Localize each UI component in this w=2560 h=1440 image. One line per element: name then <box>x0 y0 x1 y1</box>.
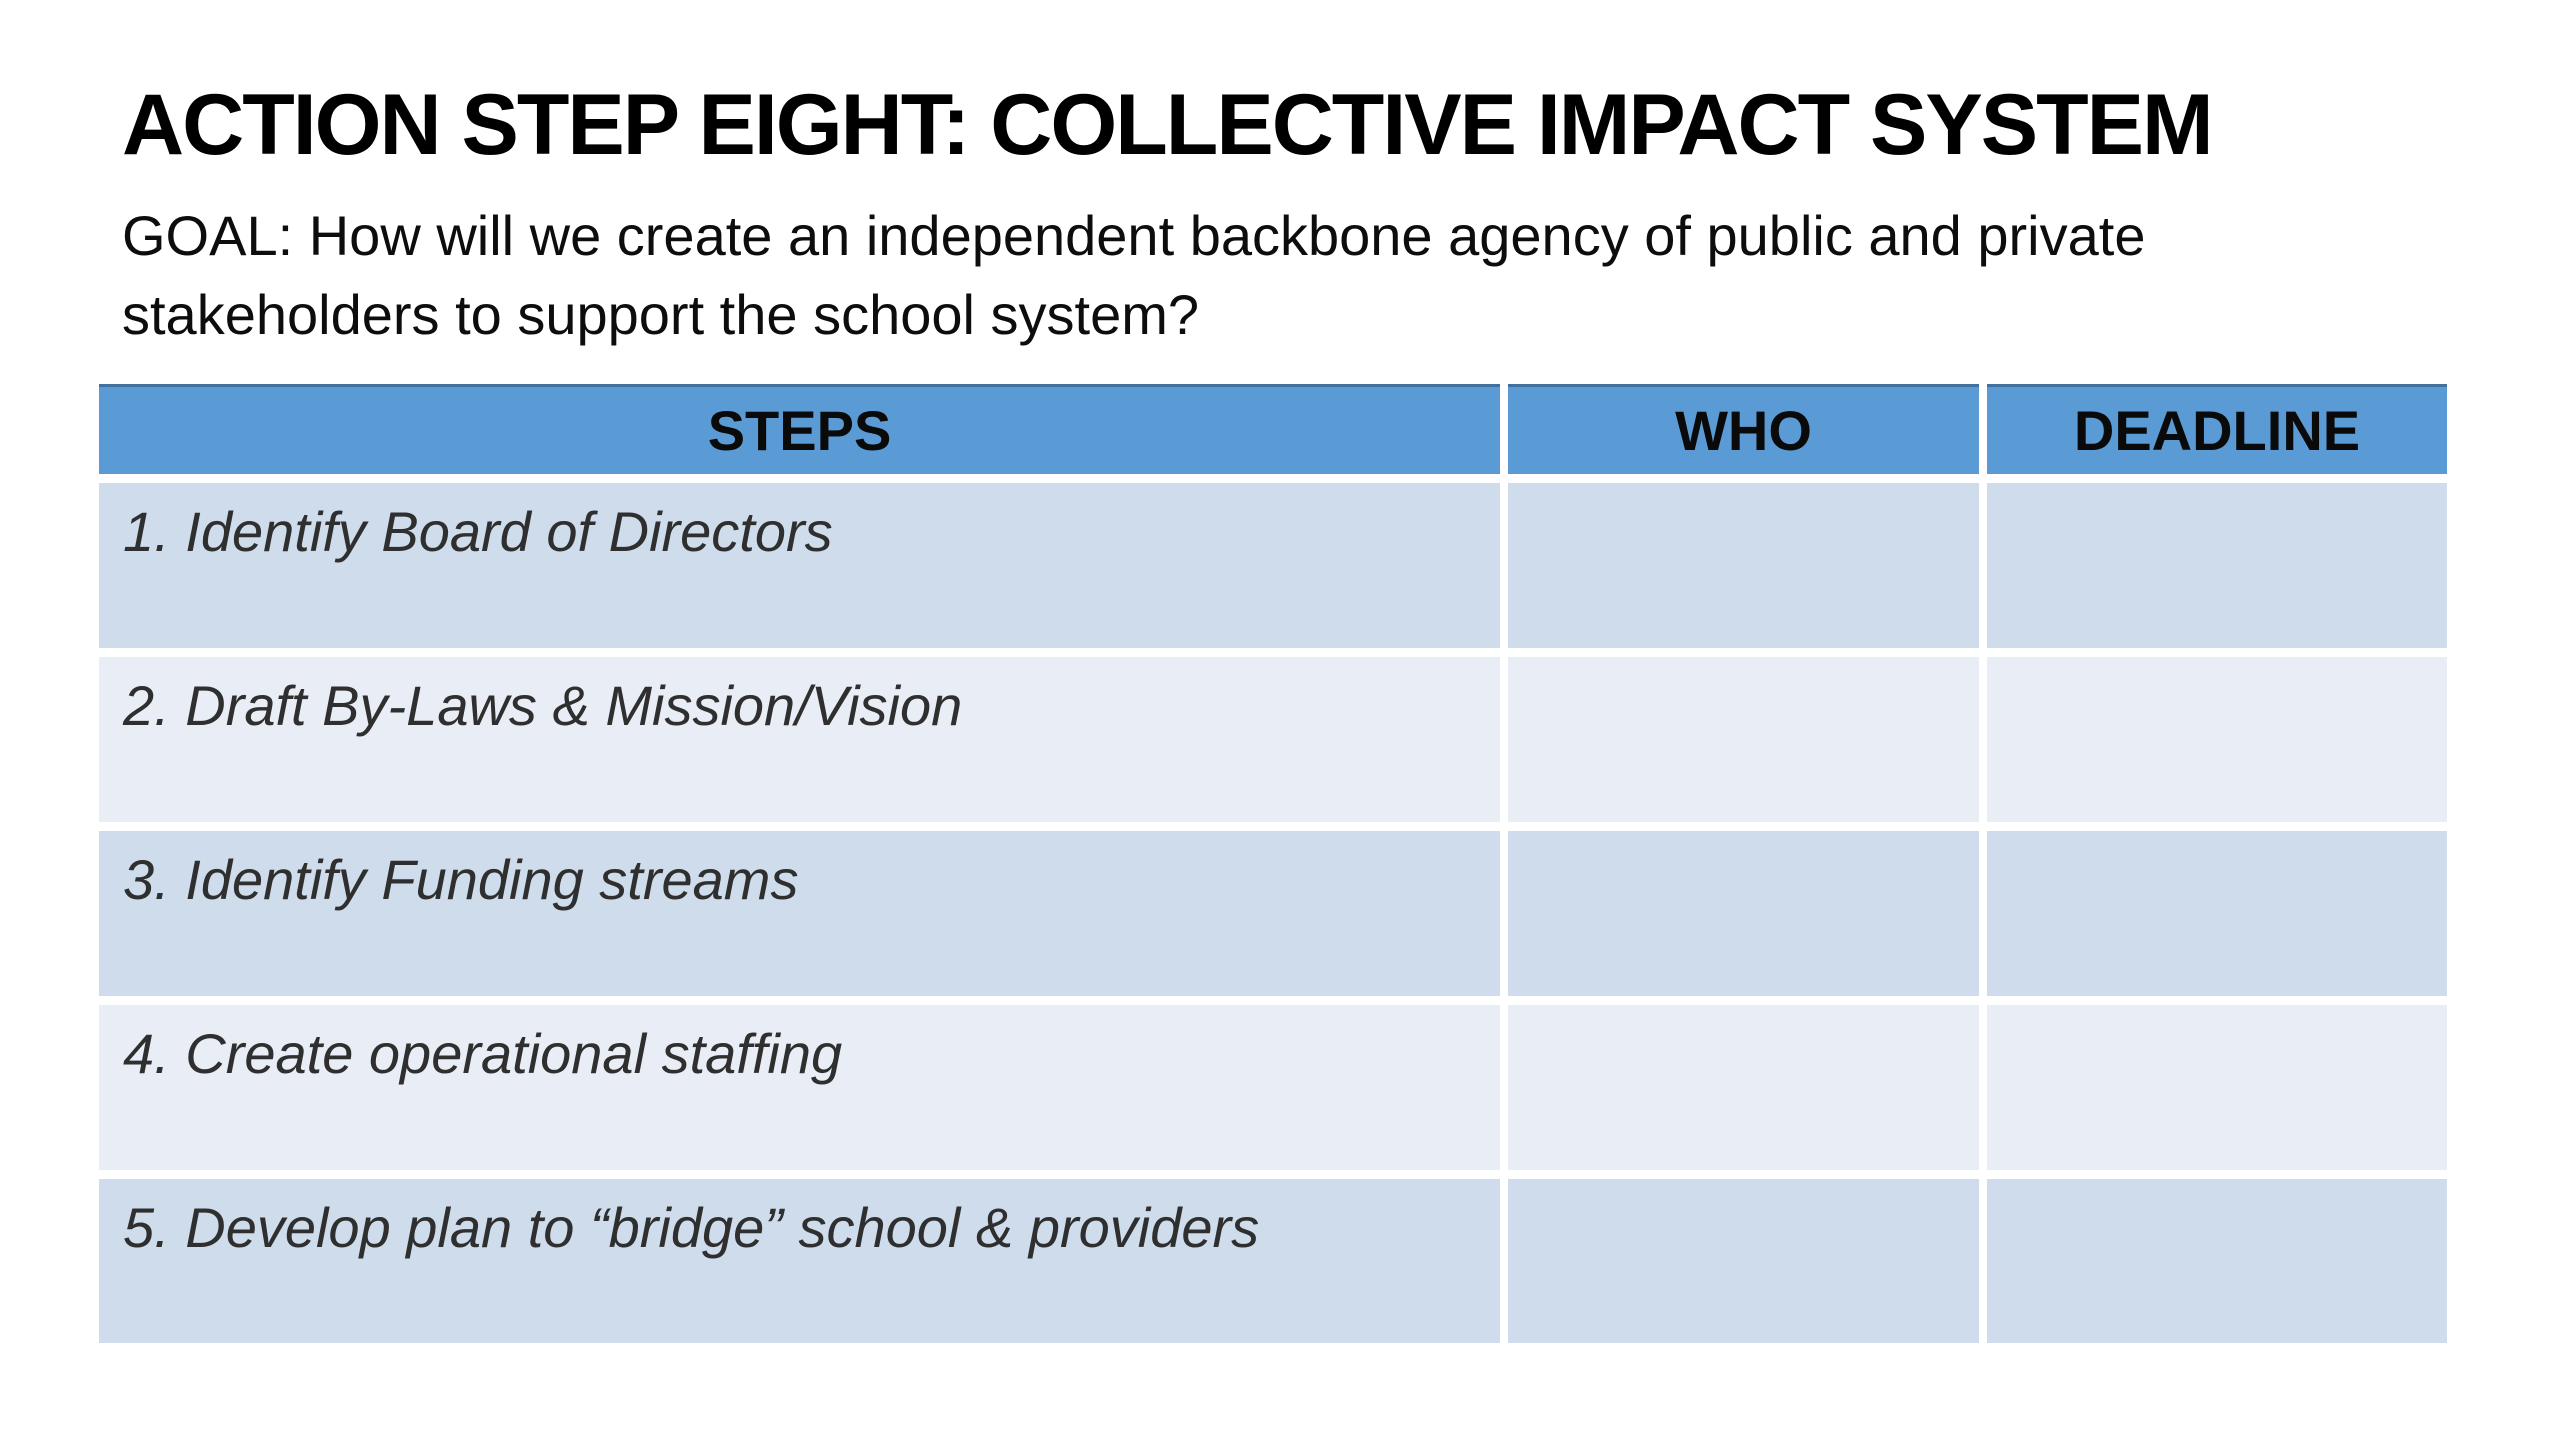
table-row-3-deadline <box>1987 831 2447 996</box>
column-header-deadline: DEADLINE <box>1987 384 2447 474</box>
slide-title: ACTION STEP EIGHT: COLLECTIVE IMPACT SYS… <box>122 77 2214 173</box>
column-header-who: WHO <box>1508 384 1979 474</box>
goal-statement: GOAL: How will we create an independent … <box>122 196 2145 354</box>
table-row-4-who <box>1508 1005 1979 1170</box>
table-row-5-who <box>1508 1179 1979 1343</box>
action-steps-table: STEPS WHO DEADLINE 1. Identify Board of … <box>99 384 2447 1343</box>
table-row-2-step: 2. Draft By-Laws & Mission/Vision <box>99 657 1500 822</box>
column-header-steps: STEPS <box>99 384 1500 474</box>
table-row-4-step: 4. Create operational staffing <box>99 1005 1500 1170</box>
table-row-4-deadline <box>1987 1005 2447 1170</box>
table-row-1-deadline <box>1987 483 2447 648</box>
table-row-5-deadline <box>1987 1179 2447 1343</box>
goal-line-1: GOAL: How will we create an independent … <box>122 204 2146 267</box>
table-row-1-who <box>1508 483 1979 648</box>
table-row-2-who <box>1508 657 1979 822</box>
table-row-2-deadline <box>1987 657 2447 822</box>
table-row-5-step: 5. Develop plan to “bridge” school & pro… <box>99 1179 1500 1343</box>
table-row-1-step: 1. Identify Board of Directors <box>99 483 1500 648</box>
goal-line-2: stakeholders to support the school syste… <box>122 283 1200 346</box>
table-row-3-who <box>1508 831 1979 996</box>
table-row-3-step: 3. Identify Funding streams <box>99 831 1500 996</box>
